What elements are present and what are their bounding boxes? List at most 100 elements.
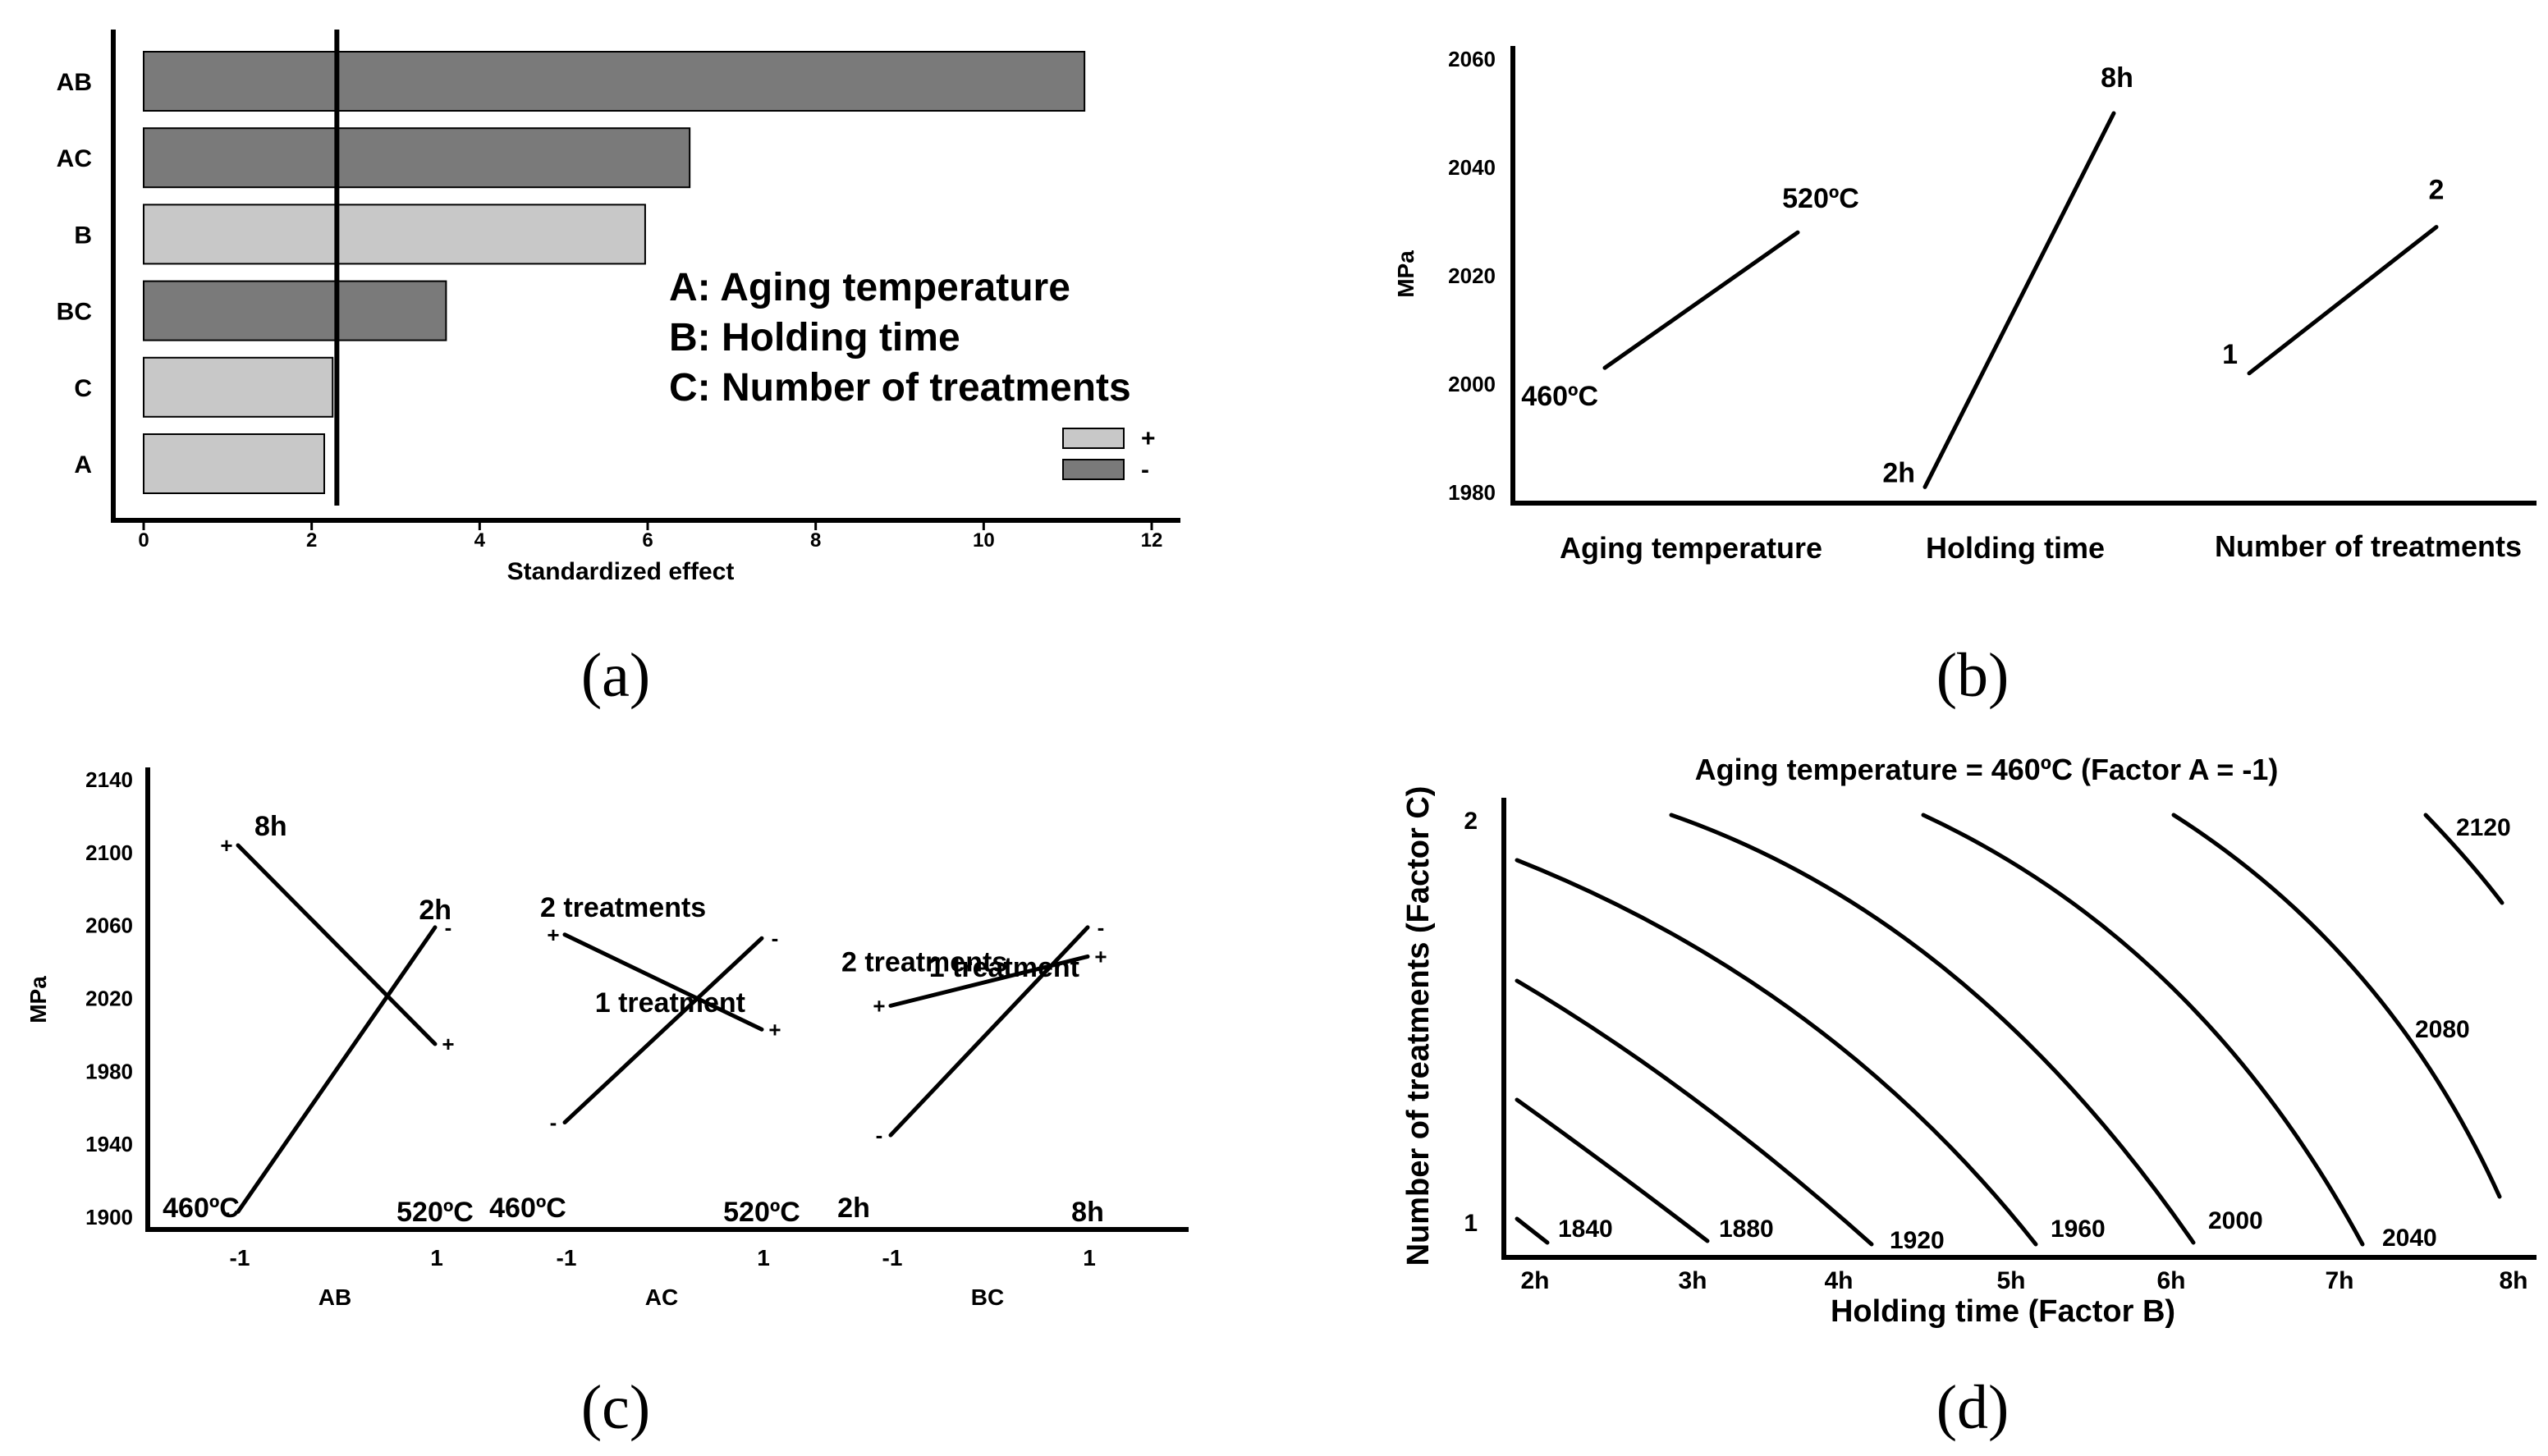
a-factor-note-c: C: Number of treatments bbox=[669, 366, 1131, 410]
d-ylabel: Number of treatments (Factor C) bbox=[1401, 786, 1436, 1266]
c-ytick-label-2140: 2140 bbox=[85, 767, 133, 792]
d-xtick-label-2h: 2h bbox=[1520, 1267, 1549, 1294]
contour-line-1840 bbox=[1515, 1216, 1550, 1245]
bar-b bbox=[143, 204, 646, 265]
d-xtick-label-5h: 5h bbox=[1996, 1267, 2025, 1294]
d-xtick-label-6h: 6h bbox=[2156, 1267, 2185, 1294]
a-xtick-label-8: 8 bbox=[810, 529, 821, 552]
a-caption: (a) bbox=[581, 641, 650, 710]
c-sign-marker: + bbox=[547, 923, 559, 947]
a-factor-note-a: A: Aging temperature bbox=[669, 266, 1070, 309]
c-series-label-2-treatments: 2 treatments bbox=[841, 946, 1007, 978]
a-legend-label-minus: - bbox=[1141, 456, 1149, 483]
a-category-label-ab: AB bbox=[57, 69, 92, 96]
contour-label-1920: 1920 bbox=[1890, 1227, 1945, 1254]
contour-label-1840: 1840 bbox=[1558, 1216, 1613, 1243]
c-level-label-low: 460ºC bbox=[489, 1193, 566, 1224]
d-xtick-label-8h: 8h bbox=[2499, 1267, 2527, 1294]
a-legend-swatch-minus bbox=[1062, 459, 1125, 480]
c-sign-marker: - bbox=[1098, 915, 1105, 940]
c-group-label-ab: AB bbox=[318, 1284, 351, 1310]
c-xtick-label: -1 bbox=[557, 1245, 577, 1271]
c-line-ac-2-treatments bbox=[562, 932, 764, 1032]
a-xlabel: Standardized effect bbox=[507, 558, 735, 585]
d-xtick-label-3h: 3h bbox=[1678, 1267, 1707, 1294]
contour-label-2120: 2120 bbox=[2456, 814, 2511, 841]
c-xtick-label: -1 bbox=[882, 1245, 903, 1271]
c-sign-marker: + bbox=[220, 833, 232, 858]
c-line-ab-8h bbox=[236, 843, 438, 1046]
contour-label-1880: 1880 bbox=[1719, 1216, 1774, 1243]
contour-line-1960 bbox=[1515, 858, 2038, 1247]
b-point-label-2: 2 bbox=[2429, 175, 2445, 206]
b-point-label-8h: 8h bbox=[2101, 62, 2133, 94]
c-sign-marker: - bbox=[550, 1110, 557, 1135]
c-sign-marker: + bbox=[768, 1017, 781, 1042]
contour-line-2080 bbox=[2171, 813, 2502, 1199]
c-sign-marker: + bbox=[442, 1032, 454, 1056]
c-series-label-2h: 2h bbox=[419, 895, 451, 926]
c-ytick-label-2020: 2020 bbox=[85, 987, 133, 1011]
d-ytick-label-1: 1 bbox=[1464, 1210, 1478, 1237]
a-category-label-bc: BC bbox=[57, 299, 92, 326]
a-xtick-label-6: 6 bbox=[642, 529, 653, 552]
c-xtick-label: 1 bbox=[430, 1245, 443, 1271]
b-point-label-460-c: 460ºC bbox=[1521, 381, 1598, 412]
bar-a bbox=[143, 433, 326, 494]
contour-label-2080: 2080 bbox=[2415, 1016, 2470, 1043]
c-line-bc-1-treatment bbox=[888, 925, 1090, 1138]
panel-b: 1980 2000 2020 2040 2060 MPa 460ºC 520ºC 2h 8h 1… bbox=[1393, 46, 2537, 710]
c-group-label-bc: BC bbox=[971, 1284, 1004, 1310]
contour-line-1880 bbox=[1515, 1097, 1710, 1243]
c-ylabel: MPa bbox=[25, 976, 51, 1023]
c-sign-marker: - bbox=[876, 1123, 883, 1147]
contour-line-2040 bbox=[1921, 813, 2365, 1247]
d-xtick-label-4h: 4h bbox=[1824, 1267, 1853, 1294]
b-caption: (b) bbox=[1936, 641, 2010, 710]
c-series-label-8h: 8h bbox=[254, 811, 287, 842]
a-xtick-label-2: 2 bbox=[306, 529, 317, 552]
b-point-label-520-c: 520ºC bbox=[1782, 183, 1859, 214]
a-category-label-b: B bbox=[74, 222, 92, 249]
d-xtick-label-7h: 7h bbox=[2325, 1267, 2353, 1294]
c-sign-marker: - bbox=[445, 915, 452, 940]
c-sign-marker: + bbox=[1094, 944, 1107, 968]
a-xtick-label-10: 10 bbox=[973, 529, 995, 552]
c-ytick-label-1900: 1900 bbox=[85, 1205, 133, 1229]
d-title: Aging temperature = 460ºC (Factor A = -1… bbox=[1695, 753, 2279, 786]
b-line-aging-temperature bbox=[1602, 230, 1800, 370]
b-line-number-of-treatments bbox=[2247, 225, 2439, 376]
a-xtick-label-4: 4 bbox=[474, 529, 486, 552]
d-ytick-label-2: 2 bbox=[1464, 808, 1478, 835]
bar-c bbox=[143, 356, 334, 418]
b-group-label-holding: Holding time bbox=[1926, 531, 2105, 565]
b-ytick-label-2020: 2020 bbox=[1448, 263, 1496, 288]
c-ytick-label-2060: 2060 bbox=[85, 913, 133, 938]
c-series-label-1-treatment: 1 treatment bbox=[595, 987, 745, 1019]
a-xtick-label-0: 0 bbox=[138, 529, 149, 552]
c-ytick-label-1940: 1940 bbox=[85, 1132, 133, 1156]
a-category-label-c: C bbox=[74, 375, 92, 402]
b-ytick-label-2060: 2060 bbox=[1448, 47, 1496, 71]
a-factor-note-b: B: Holding time bbox=[669, 316, 960, 359]
b-ytick-label-2000: 2000 bbox=[1448, 372, 1496, 396]
d-xlabel: Holding time (Factor B) bbox=[1831, 1294, 2175, 1329]
c-line-ab-2h bbox=[236, 925, 438, 1214]
c-xtick-label: 1 bbox=[1083, 1245, 1096, 1271]
b-line-holding-time bbox=[1922, 111, 2116, 489]
c-group-label-ac: AC bbox=[645, 1284, 678, 1310]
c-caption: (c) bbox=[581, 1373, 650, 1442]
c-series-label-1-treatment: 1 treatment bbox=[929, 952, 1079, 983]
c-level-label-high: 520ºC bbox=[723, 1197, 800, 1228]
c-level-label-high: 8h bbox=[1071, 1197, 1104, 1228]
c-sign-marker: - bbox=[772, 926, 779, 950]
c-xtick-label: 1 bbox=[757, 1245, 770, 1271]
b-group-label-treatments: Number of treatments bbox=[2215, 529, 2522, 563]
b-group-label-aging: Aging temperature bbox=[1560, 531, 1822, 565]
c-ytick-label-2100: 2100 bbox=[85, 840, 133, 865]
